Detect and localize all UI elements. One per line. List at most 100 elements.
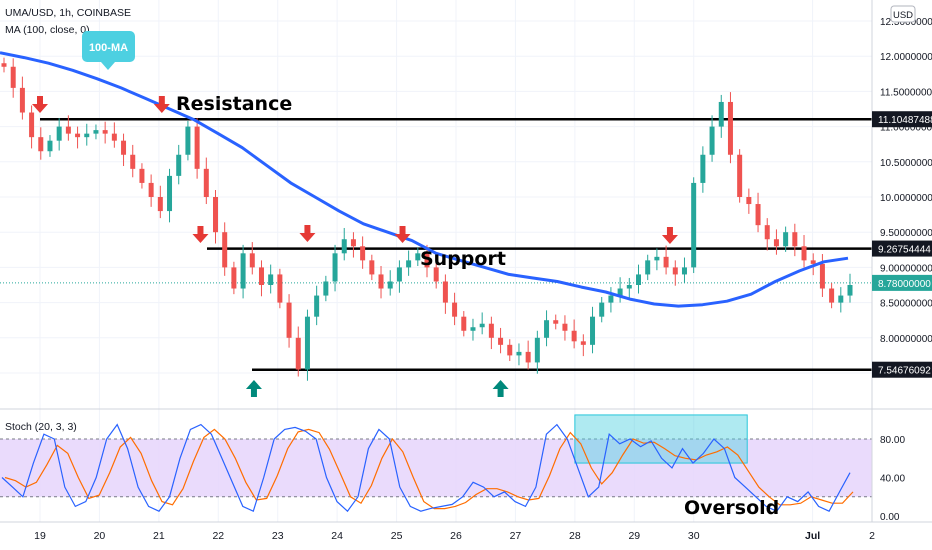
candle-body — [498, 337, 504, 345]
current-price-tag-text: 8.78000000 — [878, 279, 931, 290]
candle-body — [75, 133, 81, 138]
price-tick-label: 10.00000000 — [880, 193, 932, 204]
price-axis[interactable]: 12.5000000012.0000000011.5000000011.0000… — [880, 17, 932, 380]
candle-body — [185, 126, 191, 155]
candle-body — [442, 281, 448, 303]
price-tick-label: 10.50000000 — [880, 158, 932, 169]
candle-body — [249, 253, 255, 268]
candle-body — [341, 239, 347, 254]
grid — [0, 0, 873, 522]
currency-badge[interactable] — [890, 5, 916, 23]
horizontal-levels — [0, 117, 872, 371]
candle-body — [93, 130, 99, 134]
time-tick-label: 30 — [688, 530, 700, 542]
level-tag-bg — [872, 240, 932, 257]
candle-body — [838, 295, 844, 303]
oversold-label: Oversold — [684, 497, 779, 519]
candle-body — [617, 288, 623, 296]
candle-body — [479, 323, 485, 328]
candle-body — [387, 281, 393, 289]
candle-body — [847, 285, 853, 296]
price-tick-label: 11.00000000 — [880, 123, 932, 134]
symbol-title: UMA/USD, 1h, COINBASE — [5, 7, 131, 19]
candle-body — [424, 253, 430, 268]
down-arrow-icon — [192, 226, 209, 243]
candle-body — [19, 87, 25, 113]
current-price-tag-bg — [872, 274, 932, 291]
candle-body — [157, 197, 163, 212]
candle-body — [203, 168, 209, 197]
level-tag-bg — [872, 111, 932, 128]
price-tick-label: 8.50000000 — [880, 299, 932, 310]
time-tick-label: 26 — [450, 530, 462, 542]
candle-body — [56, 126, 62, 141]
candle-body — [350, 239, 356, 247]
candle-body — [378, 274, 384, 289]
up-arrow-icon — [245, 380, 262, 397]
candle-body — [792, 232, 798, 247]
candle-body — [323, 281, 329, 296]
candle-body — [829, 288, 835, 303]
time-tick-label: 2 — [869, 530, 875, 542]
candle-body — [645, 260, 651, 275]
candle-body — [277, 274, 283, 303]
candle-body — [231, 267, 237, 289]
candle-body — [562, 323, 568, 331]
candle-body — [47, 140, 53, 152]
candle-body — [268, 274, 274, 285]
candle-body — [194, 126, 200, 169]
price-tick-label: 11.50000000 — [880, 87, 932, 98]
level-tag-text: 7.54676092 — [878, 366, 931, 377]
down-arrow-icon — [394, 226, 411, 243]
stoch-axis[interactable]: 80.00 40.00 0.00 — [880, 435, 905, 523]
indicator-legend: MA (100, close, 0) — [5, 24, 90, 36]
ma-100-line — [0, 51, 849, 308]
candle-body — [130, 154, 136, 169]
candle-body — [139, 168, 145, 183]
time-tick-label: 25 — [391, 530, 403, 542]
price-panel-bg — [0, 0, 872, 408]
candle-body — [222, 232, 228, 268]
stoch-tick-label: 80.00 — [880, 435, 905, 446]
candle-body — [580, 341, 586, 345]
candle-body — [700, 154, 706, 183]
price-tick-label: 9.50000000 — [880, 228, 932, 239]
candle-body — [810, 260, 816, 264]
stoch-band — [0, 438, 872, 498]
candle-body — [819, 263, 825, 289]
candle-body — [148, 182, 154, 197]
candle-body — [755, 204, 761, 226]
candle-body — [286, 302, 292, 338]
candle-body — [111, 133, 117, 141]
level-tag-text: 11.10487488 — [878, 115, 932, 126]
time-tick-label: Jul — [805, 530, 820, 542]
time-tick-label: 28 — [569, 530, 581, 542]
down-arrow-icon — [153, 96, 170, 113]
resistance-label: Resistance — [176, 93, 292, 115]
candle-body — [176, 154, 182, 176]
stoch-d-line — [4, 428, 854, 510]
signal-arrows — [32, 96, 678, 397]
up-arrow-icon — [492, 380, 509, 397]
candle-body — [718, 101, 724, 127]
time-tick-label: 24 — [331, 530, 343, 542]
candle-body — [29, 112, 35, 138]
stoch-title: Stoch (20, 3, 3) — [5, 421, 77, 433]
stoch-k-line — [1, 423, 851, 513]
candle-body — [406, 260, 412, 268]
candle-body — [516, 351, 522, 356]
ma-callout-text: 100-MA — [89, 42, 128, 54]
price-tick-label: 8.00000000 — [880, 334, 932, 345]
time-tick-label: 27 — [510, 530, 522, 542]
time-tick-label: 21 — [153, 530, 165, 542]
candle-body — [672, 267, 678, 275]
stoch-tick-label: 0.00 — [880, 512, 900, 523]
time-axis[interactable]: 19 20 21 22 23 24 25 26 27 28 29 30 Jul 2 — [34, 530, 875, 542]
down-arrow-icon — [661, 227, 678, 244]
candle-body — [369, 260, 375, 275]
candle-body — [295, 337, 301, 370]
candle-body — [691, 182, 697, 268]
candle-body — [571, 330, 577, 342]
candle-body — [102, 130, 108, 134]
